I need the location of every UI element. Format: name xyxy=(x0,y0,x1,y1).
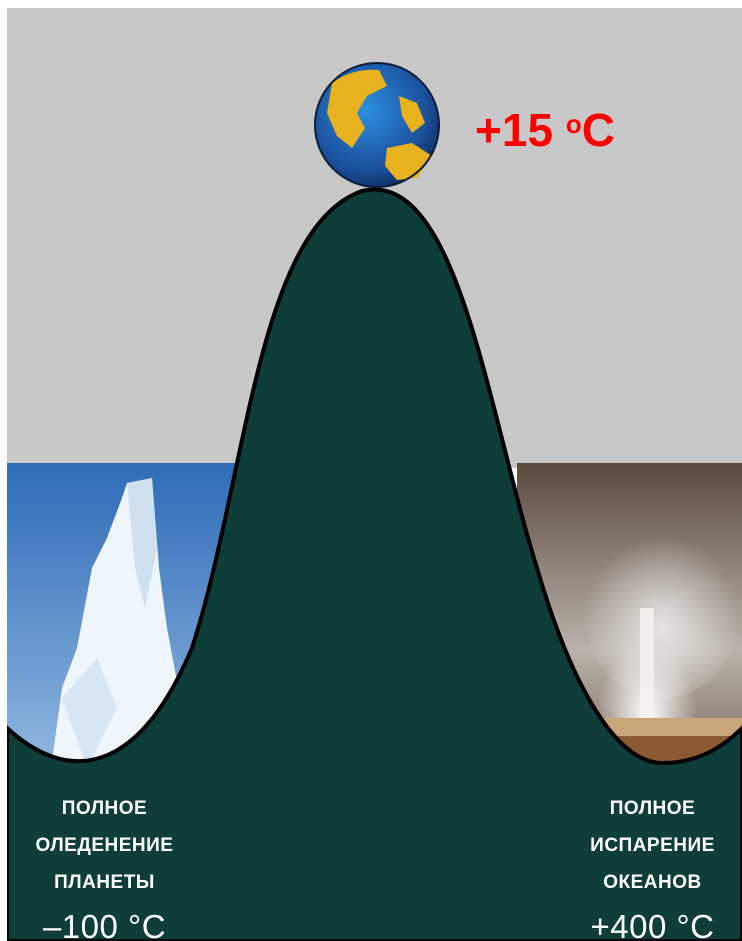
label-line: ИСПАРЕНИЕ xyxy=(590,835,715,856)
label-line: ОКЕАНОВ xyxy=(603,872,702,893)
temperature-balance-scene xyxy=(7,8,742,941)
earth-globe-icon xyxy=(314,62,440,188)
full-glaciation-label: ПОЛНОЕ ОЛЕДЕНЕНИЕ ПЛАНЕТЫ –100 °C xyxy=(7,790,202,941)
equilibrium-temperature: +15 oC xyxy=(475,103,615,157)
diagram-frame: +15 oC ПОЛНОЕ ОЛЕДЕНЕНИЕ ПЛАНЕТЫ –100 °C… xyxy=(7,8,742,941)
temperature-unit: C xyxy=(581,104,615,156)
label-line: ПОЛНОЕ xyxy=(609,798,696,819)
ocean-evaporation-label: ПОЛНОЕ ИСПАРЕНИЕ ОКЕАНОВ +400 °C xyxy=(563,790,742,941)
glaciation-temperature: –100 °C xyxy=(42,908,167,941)
label-line: ОЛЕДЕНЕНИЕ xyxy=(35,835,174,856)
stability-hill xyxy=(7,187,742,941)
temperature-value: +15 xyxy=(475,104,554,156)
evaporation-temperature: +400 °C xyxy=(590,908,715,941)
label-line: ПЛАНЕТЫ xyxy=(54,872,155,893)
label-line: ПОЛНОЕ xyxy=(61,798,148,819)
degree-mark: o xyxy=(565,109,582,139)
